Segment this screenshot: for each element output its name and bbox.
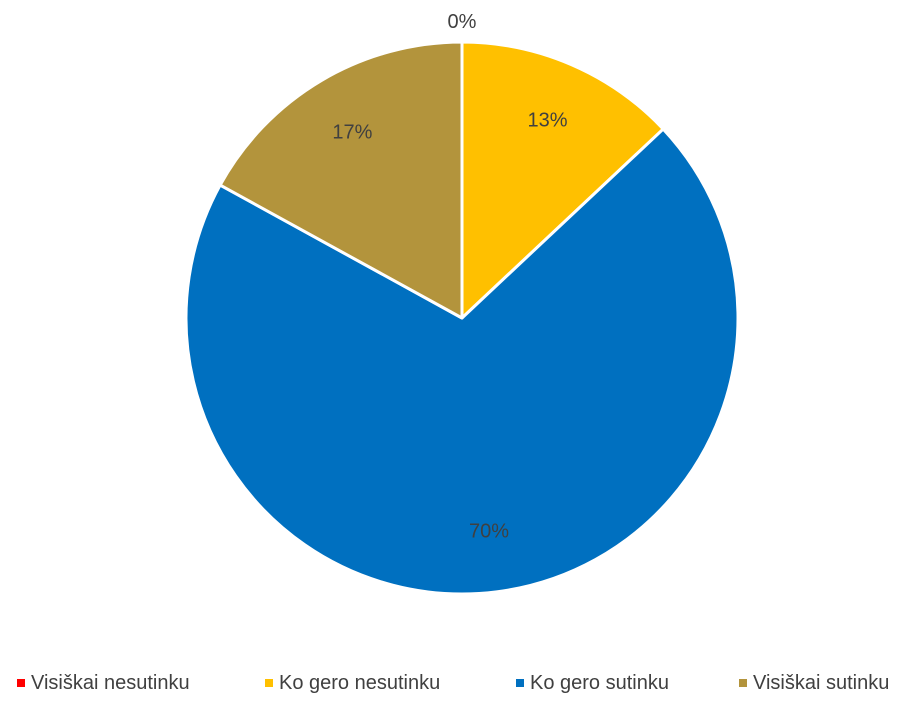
legend-item-visiskai-sutinku: Visiškai sutinku xyxy=(739,670,889,696)
data-label-ko-gero-nesutinku: 13% xyxy=(527,109,567,131)
legend-item-ko-gero-nesutinku: Ko gero nesutinku xyxy=(265,670,440,696)
data-label-visiskai-sutinku: 17% xyxy=(332,122,372,144)
legend-swatch xyxy=(739,679,747,687)
legend-label: Ko gero nesutinku xyxy=(279,671,441,694)
legend-swatch xyxy=(265,679,273,687)
data-label-visiskai-nesutinku: 0% xyxy=(448,11,477,33)
legend-swatch xyxy=(516,679,524,687)
pie-slice-visiskai-sutinku xyxy=(218,40,464,320)
pie-slice-ko-gero-sutinku xyxy=(184,127,740,596)
data-label-ko-gero-sutinku: 70% xyxy=(469,521,509,543)
legend-label: Visiškai nesutinku xyxy=(31,671,190,694)
legend-label: Ko gero sutinku xyxy=(530,671,669,694)
legend: Visiškai nesutinku Ko gero nesutinku Ko … xyxy=(0,670,923,696)
legend-item-ko-gero-sutinku: Ko gero sutinku xyxy=(516,670,669,696)
legend-swatch xyxy=(17,679,25,687)
legend-item-visiskai-nesutinku: Visiškai nesutinku xyxy=(17,670,190,696)
pie-slice-ko-gero-nesutinku xyxy=(460,40,665,320)
legend-label: Visiškai sutinku xyxy=(753,671,890,694)
